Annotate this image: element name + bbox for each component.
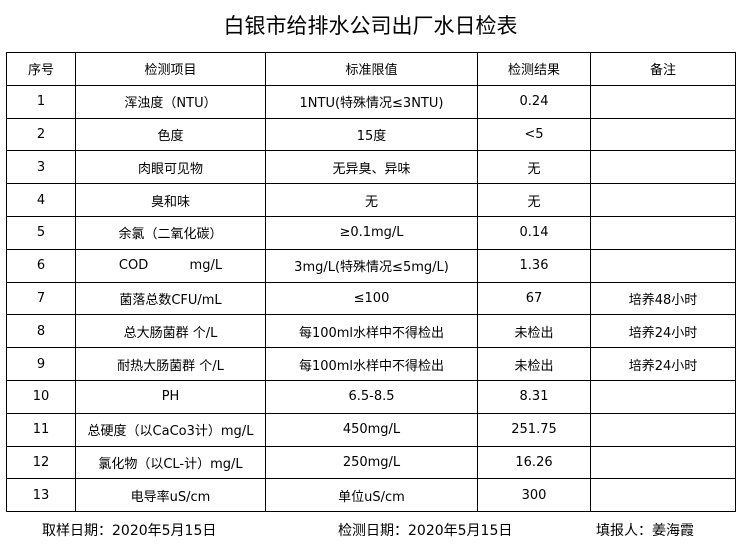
cell: 总硬度（以CaCo3计）mg/L — [75, 412, 266, 447]
cell: 浑浊度（NTU） — [75, 84, 266, 119]
reporter: 填报人：姜海霞 — [596, 523, 694, 539]
cell: 余氯（二氧化碳） — [75, 215, 266, 250]
cell — [590, 183, 736, 217]
cell: 总大肠菌群 个/L — [75, 314, 266, 349]
cell: 培养24小时 — [590, 314, 736, 349]
cell — [590, 445, 736, 480]
inspection-table: 序号 检测项目 标准限值 检测结果 备注 1 浑浊度（NTU） 1NTU(特殊情况≤3NTU)… — [6, 52, 736, 513]
cell: 1 — [6, 84, 76, 119]
cell — [590, 215, 736, 250]
cell: 3mg/L(特殊情况≤5mg/L) — [265, 248, 478, 283]
cell: 3 — [6, 150, 76, 185]
table-row: 7 菌落总数CFU/mL ≤100 67 培养48小时 — [6, 281, 736, 316]
cell: COD mg/L — [75, 248, 266, 283]
table-row: 9 耐热大肠菌群 个/L 每100ml水样中不得检出 未检出 培养24小时 — [6, 347, 736, 381]
table-row: 10 PH 6.5-8.5 8.31 — [6, 379, 736, 414]
cell: 标准限值 — [265, 52, 478, 86]
cell — [590, 117, 736, 152]
cell: <5 — [477, 117, 591, 152]
cell: 无异臭、异味 — [265, 150, 478, 185]
cell: 6.5-8.5 — [265, 379, 478, 414]
cell: 未检出 — [477, 347, 591, 381]
cell: 12 — [6, 445, 76, 480]
cell: 2 — [6, 117, 76, 152]
table-row: 13 电导率uS/cm 单位uS/cm 300 — [6, 478, 736, 513]
cell: 1.36 — [477, 248, 591, 283]
cell: PH — [75, 379, 266, 414]
cell: 251.75 — [477, 412, 591, 447]
cell: 10 — [6, 379, 76, 414]
cell: 培养24小时 — [590, 347, 736, 381]
cell: 13 — [6, 478, 76, 513]
cell: 6 — [6, 248, 76, 283]
cell — [590, 412, 736, 447]
cell — [590, 84, 736, 119]
cell: 单位uS/cm — [265, 478, 478, 513]
cell: 7 — [6, 281, 76, 316]
header-row: 序号 检测项目 标准限值 检测结果 备注 — [6, 52, 736, 86]
cell: 耐热大肠菌群 个/L — [75, 347, 266, 381]
sample-date: 取样日期：2020年5月15日 — [42, 523, 217, 539]
cell: ≤100 — [265, 281, 478, 316]
test-date: 检测日期：2020年5月15日 — [338, 523, 513, 539]
table-row: 3 肉眼可见物 无异臭、异味无 — [6, 150, 736, 185]
cell: 检测结果 — [477, 52, 591, 86]
cell: 4 — [6, 183, 76, 217]
cell: 未检出 — [477, 314, 591, 349]
cell: 0.24 — [477, 84, 591, 119]
cell: 肉眼可见物 — [75, 150, 266, 185]
cell: 11 — [6, 412, 76, 447]
cell: 450mg/L — [265, 412, 478, 447]
table-row: 4 臭和味无无 — [6, 183, 736, 217]
cell: 备注 — [590, 52, 736, 86]
cell — [590, 379, 736, 414]
cell: 序号 — [6, 52, 76, 86]
cell: 5 — [6, 215, 76, 250]
cell: 无 — [477, 183, 591, 217]
cell: 1NTU(特殊情况≤3NTU) — [265, 84, 478, 119]
cell: 0.14 — [477, 215, 591, 250]
cell: 培养48小时 — [590, 281, 736, 316]
title: 白银市给排水公司出厂水日检表 — [223, 14, 518, 38]
cell: 臭和味 — [75, 183, 266, 217]
cell: 无 — [265, 183, 478, 217]
cell: 氯化物（以CL-计）mg/L — [75, 445, 266, 480]
cell: 色度 — [75, 117, 266, 152]
cell — [590, 150, 736, 185]
cell: 67 — [477, 281, 591, 316]
cell: 每100ml水样中不得检出 — [265, 314, 478, 349]
cell: 每100ml水样中不得检出 — [265, 347, 478, 381]
table-row: 11 总硬度（以CaCo3计）mg/L 450mg/L 251.75 — [6, 412, 736, 447]
cell: 16.26 — [477, 445, 591, 480]
cell: ≥0.1mg/L — [265, 215, 478, 250]
cell — [590, 248, 736, 283]
table-row: 5 余氯（二氧化碳） ≥0.1mg/L 0.14 — [6, 215, 736, 250]
cell: 15度 — [265, 117, 478, 152]
cell: 9 — [6, 347, 76, 381]
cell: 菌落总数CFU/mL — [75, 281, 266, 316]
table-row: 6 COD mg/L 3mg/L(特殊情况≤5mg/L) 1.36 — [6, 248, 736, 283]
table-row: 8 总大肠菌群 个/L 每100ml水样中不得检出 未检出 培养24小时 — [6, 314, 736, 349]
table-row: 1 浑浊度（NTU） 1NTU(特殊情况≤3NTU) 0.24 — [6, 84, 736, 119]
cell: 250mg/L — [265, 445, 478, 480]
table-row: 12 氯化物（以CL-计）mg/L 250mg/L 16.26 — [6, 445, 736, 480]
cell — [590, 478, 736, 513]
cell: 300 — [477, 478, 591, 513]
cell: 8 — [6, 314, 76, 349]
cell: 检测项目 — [75, 52, 266, 86]
cell: 电导率uS/cm — [75, 478, 266, 513]
table-row: 2 色度 15度 <5 — [6, 117, 736, 152]
cell: 无 — [477, 150, 591, 185]
cell: 8.31 — [477, 379, 591, 414]
